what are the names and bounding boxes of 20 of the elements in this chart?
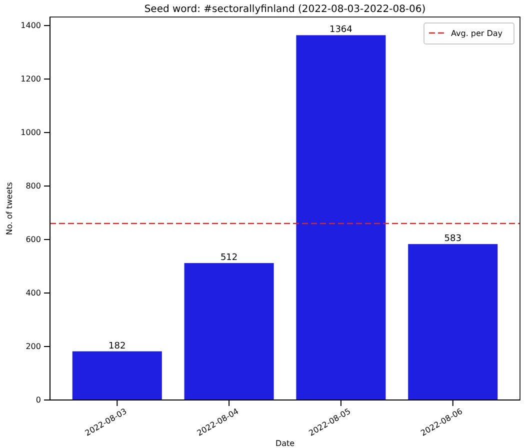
- legend-label: Avg. per Day: [451, 29, 503, 38]
- data-label: 512: [220, 253, 238, 264]
- y-tick-label: 400: [26, 288, 41, 298]
- y-tick-label: 600: [26, 235, 41, 244]
- y-tick-label: 800: [26, 182, 41, 191]
- y-axis-title: No. of tweets: [5, 182, 14, 235]
- data-label: 182: [108, 341, 126, 352]
- x-axis-title: Date: [275, 439, 295, 448]
- y-tick-label: 1000: [20, 128, 41, 138]
- y-tick-label: 200: [26, 342, 41, 352]
- data-label: 583: [444, 234, 462, 244]
- bar: [184, 263, 274, 400]
- bar: [296, 35, 386, 400]
- bar: [408, 244, 498, 400]
- y-tick-label: 1200: [20, 74, 41, 84]
- y-tick-label: 1400: [20, 21, 41, 30]
- bar: [72, 351, 162, 400]
- data-label: 1364: [330, 25, 353, 36]
- y-tick-label: 0: [36, 396, 41, 405]
- chart-title: Seed word: #sectorallyfinland (2022-08-03-2022-08-06): [144, 4, 426, 15]
